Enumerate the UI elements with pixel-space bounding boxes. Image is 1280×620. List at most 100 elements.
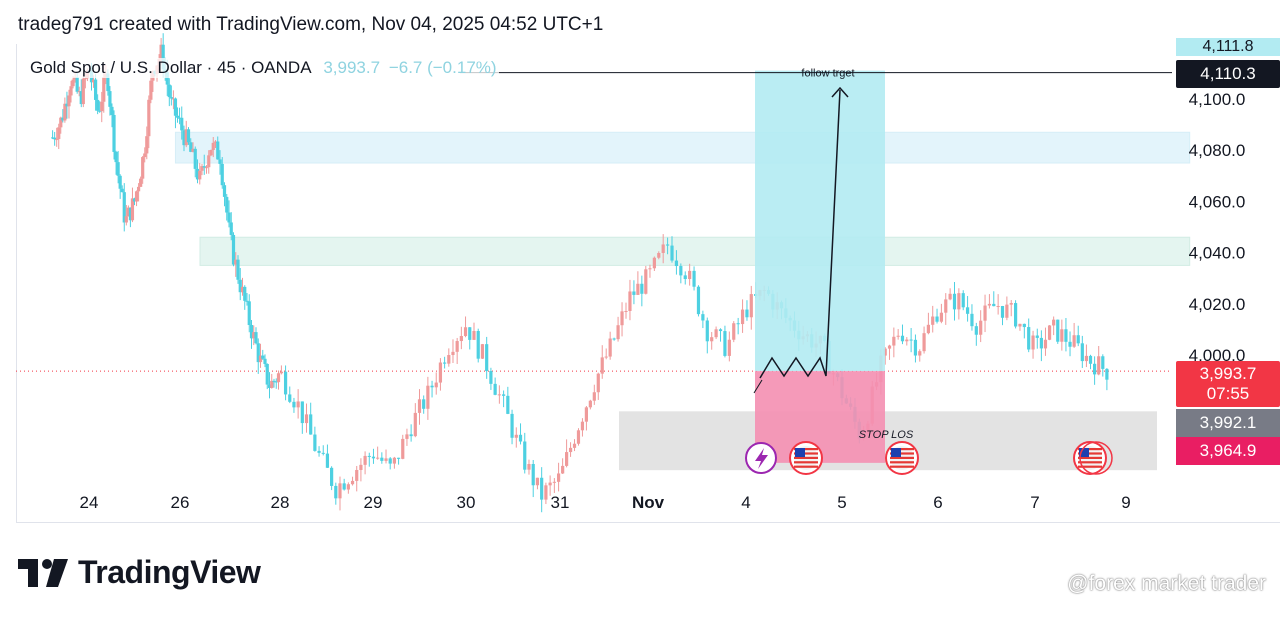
candle-body	[234, 259, 238, 265]
candle-body	[548, 482, 552, 486]
chart-frame[interactable]	[16, 44, 1280, 523]
candle	[561, 458, 565, 475]
candle-body	[957, 293, 961, 310]
candle-body	[304, 414, 309, 424]
candle	[211, 137, 215, 158]
candle	[225, 193, 229, 221]
candle-body	[749, 294, 753, 318]
target-label: follow trget	[801, 68, 854, 80]
candle-body	[1039, 337, 1043, 349]
candle	[506, 386, 510, 415]
date-tick: 9	[1121, 493, 1130, 512]
lightning-bolt	[755, 448, 768, 469]
logo-text: TradingView	[78, 554, 261, 590]
candle-body	[527, 463, 531, 470]
candle	[216, 136, 220, 160]
candle	[710, 332, 714, 350]
symbol-change: −6.7 (−0.17%)	[388, 58, 497, 77]
candle-body	[434, 382, 438, 388]
candle	[510, 409, 514, 445]
candle	[1076, 325, 1080, 347]
candle-body	[161, 44, 165, 70]
candle	[173, 97, 178, 129]
candle-body	[710, 337, 714, 342]
candle-body	[141, 157, 145, 179]
candle-body	[106, 73, 110, 92]
us-flag-icon[interactable]	[1073, 441, 1107, 475]
candle	[114, 150, 118, 175]
candle-body	[632, 291, 636, 295]
candle	[1072, 322, 1076, 348]
candle-body	[674, 260, 679, 267]
candle-body	[75, 77, 79, 92]
price-chart[interactable]: follow trget STOP LOS 4,100.0 4,080.0 4,060…	[0, 0, 1280, 520]
candle-body	[696, 286, 701, 315]
candle-body	[100, 101, 104, 112]
candle-body	[334, 485, 338, 499]
candle-body	[126, 207, 130, 217]
candle-body	[231, 234, 236, 265]
tradingview-logo[interactable]: TradingView	[18, 554, 261, 591]
candle	[1101, 354, 1105, 377]
candle	[249, 320, 254, 349]
candle	[892, 327, 896, 358]
flag-stripe	[794, 448, 818, 451]
candle	[180, 106, 184, 140]
candle	[51, 130, 55, 140]
candle-body	[552, 481, 556, 483]
date-tick: 31	[551, 493, 570, 512]
target-zone	[755, 70, 885, 372]
candle-body	[1068, 341, 1072, 347]
candle-body	[887, 345, 892, 349]
candle	[122, 183, 126, 232]
candle	[987, 294, 992, 309]
candle-body	[227, 212, 231, 223]
candle	[330, 466, 334, 491]
candle-body	[592, 392, 596, 401]
us-flag-icon[interactable]	[789, 441, 823, 475]
candle-body	[177, 117, 182, 119]
candle	[288, 386, 292, 404]
candle-body	[451, 351, 455, 356]
candle	[472, 322, 476, 340]
candle-body	[321, 452, 325, 454]
price-tag-stop: 3,964.9	[1176, 437, 1280, 465]
candle	[182, 125, 186, 152]
candle-body	[1005, 304, 1009, 318]
candle	[355, 465, 359, 492]
candle-body	[455, 341, 459, 352]
candle	[132, 197, 137, 206]
candle	[1088, 354, 1093, 370]
candle-body	[718, 329, 723, 332]
price-tag-top-partial: 4,111.8	[1176, 38, 1280, 56]
candle	[1035, 328, 1039, 349]
candle-body	[258, 355, 263, 363]
candle	[502, 390, 506, 408]
candle	[229, 212, 233, 241]
lightning-icon[interactable]	[745, 442, 777, 474]
time-axis: 24 26 28 29 30 31 Nov 4 5 6 7 9	[80, 493, 1131, 512]
candle	[463, 316, 468, 338]
candle-body	[983, 305, 987, 321]
candle	[177, 107, 182, 125]
symbol-legend[interactable]: Gold Spot / U.S. Dollar · 45 · OANDA 3,9…	[28, 58, 499, 78]
candle	[130, 187, 135, 223]
candle	[952, 282, 957, 321]
candle-body	[1014, 303, 1018, 327]
candle-body	[317, 450, 321, 453]
candle	[202, 154, 206, 175]
candle	[57, 123, 61, 150]
candle	[376, 446, 380, 460]
us-flag-icon[interactable]	[885, 441, 919, 475]
candle-body	[207, 155, 211, 168]
candle	[98, 101, 102, 113]
candle	[1064, 317, 1068, 352]
date-tick: 30	[457, 493, 476, 512]
candle-body	[363, 455, 367, 465]
candle-body	[116, 162, 120, 176]
candle	[139, 176, 143, 187]
candle-body	[83, 78, 87, 80]
candle	[363, 451, 367, 475]
candle	[1047, 325, 1052, 341]
candle-body	[1080, 343, 1084, 362]
